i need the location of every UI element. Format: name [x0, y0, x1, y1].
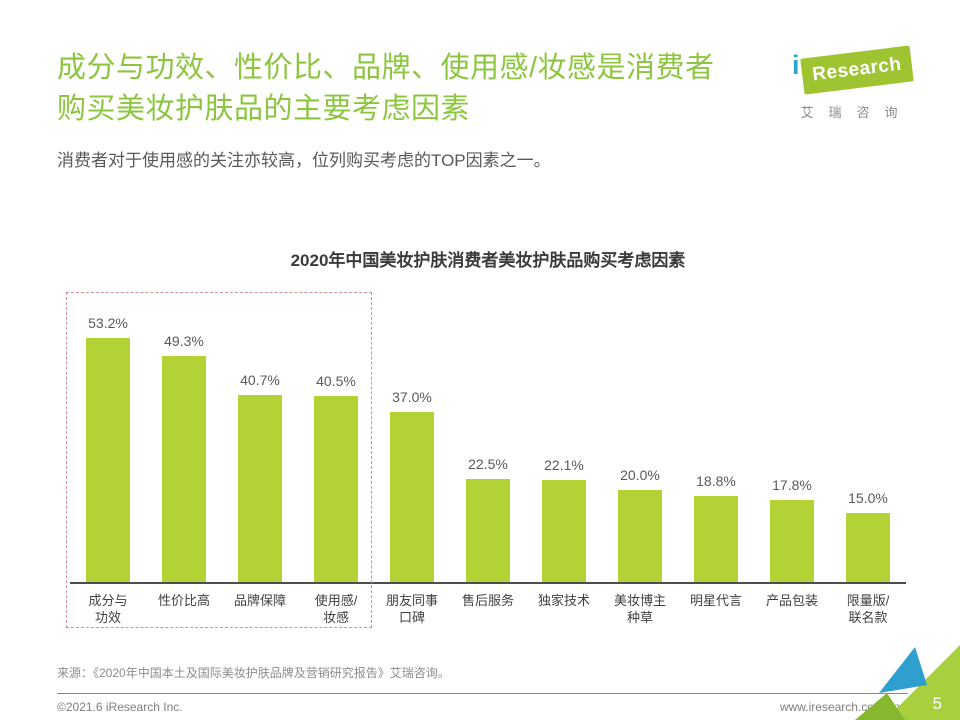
bar — [86, 338, 130, 582]
bar-value-label: 22.1% — [544, 457, 584, 473]
logo-brand-text: Research — [811, 53, 903, 86]
bar-category-label: 朋友同事 口碑 — [385, 593, 438, 625]
page-subtitle: 消费者对于使用感的关注亦较高，位列购买考虑的TOP因素之一。 — [57, 151, 551, 170]
bar — [466, 479, 510, 582]
bar-value-label: 37.0% — [392, 389, 432, 405]
bar-slot: 40.5% 使用感/ 妆感 — [298, 290, 374, 625]
bar-value-label: 15.0% — [848, 490, 888, 506]
page-number: 5 — [932, 694, 942, 713]
bar-slot: 49.3% 性价比高 — [146, 290, 222, 608]
bar-value-label: 22.5% — [468, 456, 508, 472]
bar-value-label: 17.8% — [772, 477, 812, 493]
bar-category-label: 产品包装 — [765, 593, 818, 608]
bar-chart: 53.2% 成分与 功效 49.3% 性价比高 40.7% 品牌保障 40.5% 使用感/ 妆… — [70, 290, 906, 625]
bar-category-label: 独家技术 — [537, 593, 590, 608]
bar-category-label: 性价比高 — [157, 593, 210, 608]
bar-slot: 18.8% 明星代言 — [678, 290, 754, 608]
logo-wordmark: i Research — [790, 45, 915, 95]
bar-value-label: 40.7% — [240, 372, 280, 388]
bar — [238, 395, 282, 582]
bar-slot: 20.0% 美妆博主 种草 — [602, 290, 678, 625]
logo-i-glyph: i — [792, 50, 800, 80]
bar-category-label: 成分与 功效 — [88, 593, 128, 625]
bar-slot: 37.0% 朋友同事 口碑 — [374, 290, 450, 625]
footer-divider — [57, 693, 908, 694]
bar — [542, 480, 586, 582]
bar — [770, 500, 814, 582]
bar-category-label: 售后服务 — [461, 593, 514, 608]
footer-copyright: ©2021.6 iResearch Inc. — [57, 700, 183, 714]
bar — [162, 356, 206, 582]
logo-green-banner: Research — [800, 45, 914, 95]
chart-title: 2020年中国美妆护肤消费者美妆护肤品购买考虑因素 — [290, 251, 686, 270]
page-title: 成分与功效、性价比、品牌、使用感/妆感是消费者 购买美妆护肤品的主要考虑因素 — [57, 48, 797, 130]
bar — [618, 490, 662, 582]
source-note: 来源：《2020年中国本土及国际美妆护肤品牌及营销研究报告》艾瑞咨询。 — [57, 666, 450, 680]
corner-triangles-decoration — [855, 645, 960, 720]
bar-category-label: 限量版/ 联名款 — [846, 593, 890, 625]
bar-category-label: 美妆博主 种草 — [613, 593, 666, 625]
bar-value-label: 40.5% — [316, 373, 356, 389]
bar-slot: 15.0% 限量版/ 联名款 — [830, 290, 906, 625]
bar-category-label: 明星代言 — [689, 593, 742, 608]
bar — [390, 412, 434, 582]
page-title-line1: 成分与功效、性价比、品牌、使用感/妆感是消费者 — [57, 52, 715, 84]
bar-value-label: 20.0% — [620, 467, 660, 483]
bar-value-label: 49.3% — [164, 333, 204, 349]
page-title-line2: 购买美妆护肤品的主要考虑因素 — [57, 93, 471, 125]
bar-slot: 40.7% 品牌保障 — [222, 290, 298, 608]
logo-chinese-name: 艾瑞咨询 — [800, 105, 913, 120]
bar-slot: 53.2% 成分与 功效 — [70, 290, 146, 625]
bar-category-label: 品牌保障 — [233, 593, 286, 608]
bar-slot: 22.1% 独家技术 — [526, 290, 602, 608]
bar — [846, 513, 890, 582]
bar-slot: 22.5% 售后服务 — [450, 290, 526, 608]
iresearch-logo: i Research 艾瑞咨询 — [790, 45, 915, 121]
bar-value-label: 53.2% — [88, 315, 128, 331]
bar-category-label: 使用感/ 妆感 — [314, 593, 358, 625]
bar-value-label: 18.8% — [696, 473, 736, 489]
bar — [314, 396, 358, 582]
bar-slot: 17.8% 产品包装 — [754, 290, 830, 608]
bar — [694, 496, 738, 582]
